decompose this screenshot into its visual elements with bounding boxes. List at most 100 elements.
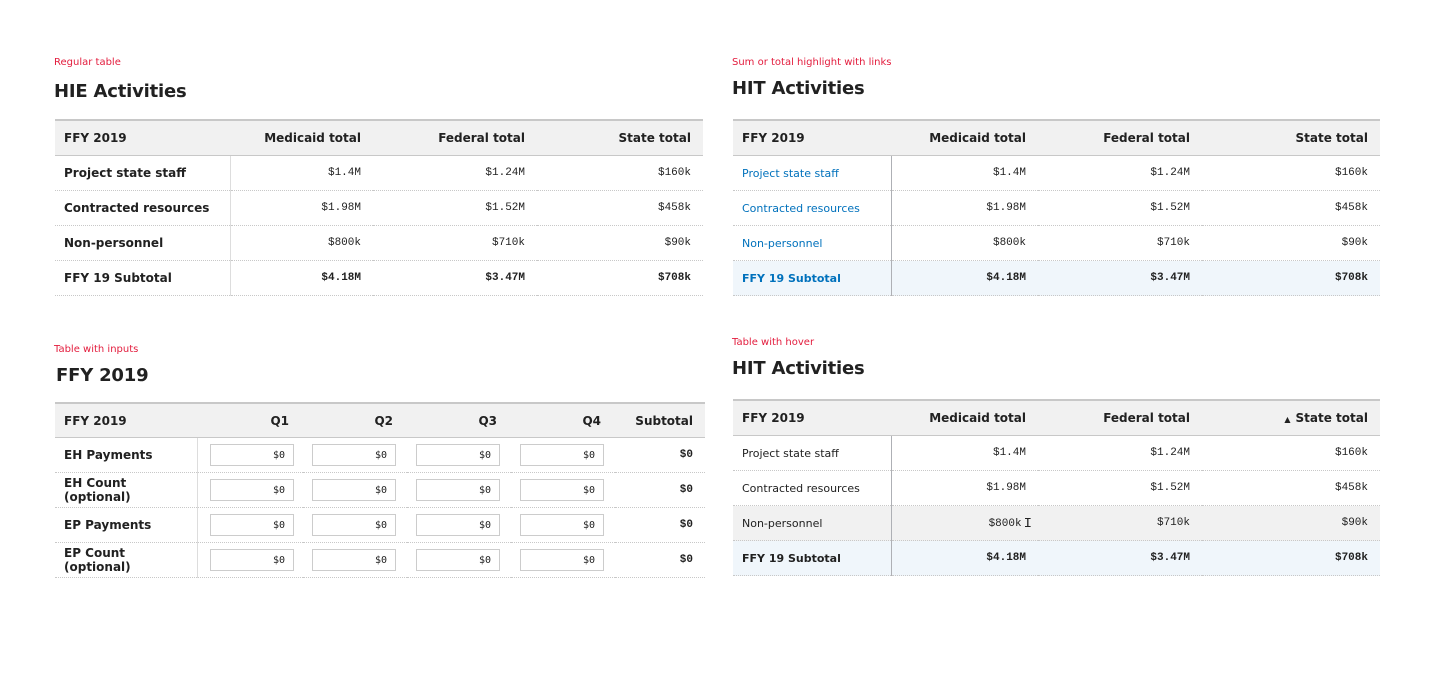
cell-value: $1.4M — [891, 435, 1038, 471]
cell-value: $800k I — [891, 505, 1038, 541]
cell-value: $800k — [230, 225, 373, 261]
row-label: EH Payments — [55, 437, 198, 473]
input-cell: $0 — [511, 507, 615, 543]
column-header: Subtotal — [615, 402, 705, 438]
quarter-input[interactable]: $0 — [312, 479, 396, 501]
row-subtotal: $0 — [615, 437, 705, 473]
quarter-input[interactable]: $0 — [312, 514, 396, 536]
input-cell: $0 — [303, 472, 407, 508]
row-subtotal: $0 — [615, 542, 705, 578]
value: $160k — [657, 167, 691, 179]
value: $458k — [1334, 202, 1368, 214]
cell-value: $708k — [537, 260, 703, 296]
row-label: Contracted resources — [733, 470, 892, 506]
column-header-label: Federal total — [438, 131, 525, 145]
table-row: EH Count (optional) $0 $0 $0 $0 $0 — [55, 472, 705, 508]
cell-value: $1.98M — [891, 470, 1038, 506]
input-cell: $0 — [511, 472, 615, 508]
value: $708k — [1334, 552, 1368, 564]
row-link[interactable]: FFY 19 Subtotal — [733, 260, 892, 296]
cell-value: $1.24M — [1038, 155, 1202, 191]
quarter-input[interactable]: $0 — [416, 514, 500, 536]
input-cell: $0 — [303, 437, 407, 473]
hit-activities-hover-table: FFY 2019 Medicaid total Federal total ▲ Stat… — [733, 399, 1380, 576]
table-title: FFY 2019 — [56, 365, 149, 386]
table-title: HIE Activities — [54, 81, 187, 102]
column-header: State total — [537, 119, 703, 156]
value: $3.47M — [1150, 552, 1190, 564]
quarter-input[interactable]: $0 — [210, 444, 294, 466]
quarter-input[interactable]: $0 — [210, 479, 294, 501]
value: $1.52M — [1150, 202, 1190, 214]
value: $1.24M — [1150, 167, 1190, 179]
quarter-input[interactable]: $0 — [520, 549, 604, 571]
row-subtotal: $0 — [615, 507, 705, 543]
column-header: FFY 2019 — [733, 119, 891, 156]
value: $90k — [1341, 237, 1368, 249]
header-row: FFY 2019 Medicaid total Federal total State… — [55, 119, 703, 156]
column-header: FFY 2019 — [733, 399, 891, 436]
caption: Sum or total highlight with links — [732, 57, 892, 68]
table-row: EH Payments $0 $0 $0 $0 $0 — [55, 437, 705, 473]
quarter-input[interactable]: $0 — [416, 479, 500, 501]
table-row: Project state staff $1.4M $1.24M $160k — [733, 435, 1380, 471]
row-link[interactable]: Project state staff — [733, 155, 892, 191]
cell-value: $1.52M — [1038, 470, 1202, 506]
quarter-input[interactable]: $0 — [312, 444, 396, 466]
input-cell: $0 — [303, 507, 407, 543]
header-row: FFY 2019 Medicaid total Federal total ▲ Stat… — [733, 399, 1380, 436]
quarter-input[interactable]: $0 — [520, 479, 604, 501]
quarter-input[interactable]: $0 — [312, 549, 396, 571]
table-row: EP Payments $0 $0 $0 $0 $0 — [55, 507, 705, 543]
column-header-label: Medicaid total — [929, 131, 1026, 145]
value: $1.98M — [986, 202, 1026, 214]
cell-value: $1.24M — [373, 155, 537, 191]
subtotal-row: FFY 19 Subtotal $4.18M $3.47M $708k — [55, 260, 703, 296]
input-cell: $0 — [407, 472, 511, 508]
cell-value: $1.52M — [373, 190, 537, 226]
quarter-input[interactable]: $0 — [210, 514, 294, 536]
cell-value: $1.52M — [1038, 190, 1202, 226]
cell-value: $458k — [537, 190, 703, 226]
column-header: Q1 — [197, 402, 303, 438]
value: $90k — [1341, 517, 1368, 529]
value: $1.4M — [992, 167, 1026, 179]
quarter-input[interactable]: $0 — [520, 514, 604, 536]
quarter-input[interactable]: $0 — [416, 549, 500, 571]
column-header[interactable]: ▲ State total — [1202, 399, 1380, 436]
row-link[interactable]: Non-personnel — [733, 225, 892, 261]
quarter-input[interactable]: $0 — [210, 549, 294, 571]
subtotal-row: FFY 19 Subtotal $4.18M $3.47M $708k — [733, 260, 1380, 296]
column-header-label: Federal total — [1103, 131, 1190, 145]
cell-value: $1.98M — [230, 190, 373, 226]
cell-value: $160k — [1202, 435, 1380, 471]
column-header: FFY 2019 — [55, 119, 230, 156]
column-header: Q4 — [511, 402, 615, 438]
row-label: EP Payments — [55, 507, 198, 543]
row-link[interactable]: Contracted resources — [733, 190, 892, 226]
ffy-2019-inputs-table: FFY 2019 Q1 Q2 Q3 Q4 Subtotal EH Payments $0 $0 $… — [55, 402, 705, 578]
cell-value: $90k — [537, 225, 703, 261]
cell-value: $708k — [1202, 260, 1380, 296]
table-row: Contracted resources $1.98M $1.52M $458k — [733, 470, 1380, 506]
caption: Table with inputs — [54, 344, 139, 355]
input-cell: $0 — [407, 437, 511, 473]
quarter-input[interactable]: $0 — [520, 444, 604, 466]
cell-value: $4.18M — [230, 260, 373, 296]
caret-up-icon[interactable]: ▲ — [1284, 415, 1291, 424]
row-label: Project state staff — [733, 435, 892, 471]
cell-value: $3.47M — [1038, 260, 1202, 296]
cell-value: $710k — [1038, 225, 1202, 261]
column-header-label: Medicaid total — [264, 131, 361, 145]
caption: Regular table — [54, 57, 121, 68]
column-header-label: State total — [1295, 411, 1368, 425]
quarter-input[interactable]: $0 — [416, 444, 500, 466]
value: $1.24M — [1150, 447, 1190, 459]
column-header[interactable]: Medicaid total — [891, 399, 1038, 436]
value: $1.98M — [986, 482, 1026, 494]
row-label: EH Count (optional) — [55, 472, 198, 508]
column-header[interactable]: Federal total — [1038, 399, 1202, 436]
column-header: State total — [1202, 119, 1380, 156]
row-subtotal: $0 — [615, 472, 705, 508]
value: $1.4M — [327, 167, 361, 179]
